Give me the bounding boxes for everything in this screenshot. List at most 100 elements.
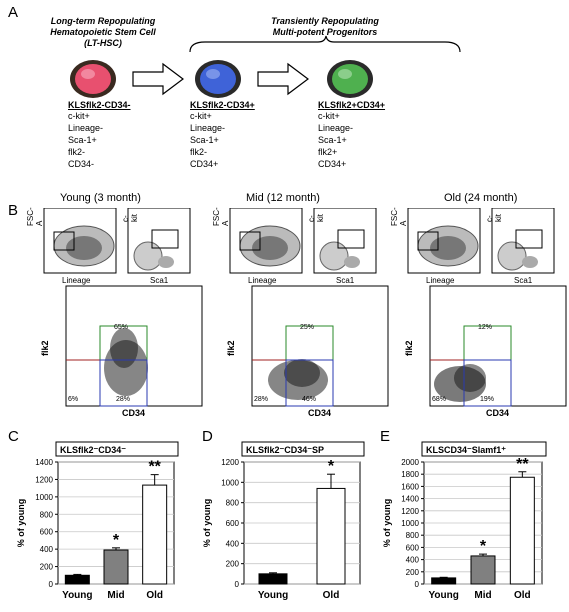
category-label: Young <box>62 590 92 601</box>
sca1-axis-label: Sca1 <box>150 276 169 285</box>
flow-plots-old <box>407 208 567 407</box>
population-name: KLSflk2+CD34+ <box>318 100 386 110</box>
category-label: Young <box>428 590 458 601</box>
category-label: Mid <box>107 590 124 601</box>
marker: flk2+ <box>318 147 338 157</box>
bar-young <box>64 574 90 585</box>
panel-e-letter: E <box>380 428 391 445</box>
panel-c-letter: C <box>8 428 19 445</box>
lt-hsc-title-line-3: (LT-HSC) <box>84 38 122 48</box>
chart-title: KLSflk2⁻CD34⁻ <box>60 445 126 455</box>
y-axis-label: % of young <box>16 499 26 548</box>
y-tick-label: 200 <box>406 568 420 577</box>
bar-chart-d: KLSflk2⁻CD34⁻SP 0 200 400 600 800 1000 1200 % of… <box>202 441 365 601</box>
y-tick-label: 0 <box>415 580 420 589</box>
category-label: Young <box>258 590 288 601</box>
category-label: Old <box>323 590 340 601</box>
lt-hsc-title: Long-term Repopulating Hematopoietic Ste… <box>28 16 178 49</box>
dish-mpp2 <box>327 60 373 98</box>
y-tick-label: 600 <box>226 519 240 528</box>
pct-double-neg: 6% <box>68 396 79 403</box>
marker: c-kit+ <box>190 111 212 121</box>
bar-young <box>431 577 457 585</box>
y-tick-label: 1000 <box>401 519 419 528</box>
lineage-axis-label: Lineage <box>426 276 455 285</box>
ckit-axis-label: c-kit <box>121 214 139 222</box>
chart-title: KLSflk2⁻CD34⁻SP <box>246 445 324 455</box>
bar-chart-e: KLSCD34⁻Slamf1⁺ 0 200 400 600 800 1000 1200 1400… <box>382 441 547 601</box>
y-tick-label: 800 <box>406 531 420 540</box>
panel-a-graphics <box>70 35 461 98</box>
y-tick-label: 0 <box>49 580 54 589</box>
y-tick-label: 1800 <box>401 470 419 479</box>
lt-hsc-title-line-2: Hematopoietic Stem Cell <box>50 27 156 37</box>
dish-mpp1 <box>195 60 241 98</box>
fsc-axis-label: FSC-A <box>212 207 230 226</box>
y-tick-label: 800 <box>40 510 54 519</box>
bar-mid <box>470 555 496 585</box>
pct-double-neg: 68% <box>432 396 447 403</box>
mpp-brace <box>189 35 461 53</box>
bar-young <box>258 573 288 585</box>
y-tick-label: 1400 <box>35 458 53 467</box>
marker: CD34+ <box>190 159 219 169</box>
pct-cd34-pos: 28% <box>116 396 131 403</box>
cd34-axis-label: CD34 <box>308 408 332 418</box>
significance-star: ** <box>516 456 529 473</box>
y-tick-label: 1000 <box>221 478 239 487</box>
y-tick-label: 600 <box>40 528 54 537</box>
ckit-axis-label: c-kit <box>485 214 503 222</box>
chart-title-box <box>421 441 547 457</box>
lineage-axis-label: Lineage <box>62 276 91 285</box>
category-label: Old <box>146 590 163 601</box>
flk2-axis-label: flk2 <box>226 340 236 356</box>
lt-hsc-title-line-1: Long-term Repopulating <box>50 16 156 26</box>
significance-star: * <box>328 458 335 475</box>
chart-title-box <box>241 441 365 457</box>
y-tick-label: 600 <box>406 543 420 552</box>
marker: CD34- <box>68 159 95 169</box>
mpp-title-line-2: Multi-potent Progenitors <box>272 27 378 37</box>
marker: Lineage- <box>190 123 226 133</box>
flow-plots-mid <box>229 208 389 407</box>
marker: Lineage- <box>68 123 104 133</box>
bar-chart-c: KLSflk2⁻CD34⁻ 0 200 400 600 800 1000 1200 1400 % … <box>16 441 179 601</box>
bar-old <box>509 476 535 585</box>
bar-old <box>316 487 346 585</box>
population-3: KLSflk2+CD34+ c-kit+ Lineage- Sca-1+ flk… <box>318 100 385 170</box>
sca1-axis-label: Sca1 <box>514 276 533 285</box>
y-axis-label: % of young <box>202 499 212 548</box>
arrow-1 <box>132 62 184 96</box>
marker: CD34+ <box>318 159 347 169</box>
bar-old <box>142 484 168 585</box>
significance-star: ** <box>148 459 161 476</box>
fsc-axis-label: FSC-A <box>390 207 408 226</box>
panel-a-letter: A <box>8 4 19 21</box>
cd34-pos-gate <box>99 359 148 407</box>
lineage-axis-label: Lineage <box>248 276 277 285</box>
group-title-young: Young (3 month) <box>60 192 141 204</box>
population-1: KLSflk2-CD34- c-kit+ Lineage- Sca-1+ flk… <box>68 100 131 170</box>
y-tick-label: 1200 <box>401 507 419 516</box>
y-tick-label: 1600 <box>401 482 419 491</box>
population-name: KLSflk2-CD34+ <box>190 100 255 110</box>
cd34-axis-label: CD34 <box>486 408 510 418</box>
y-tick-label: 400 <box>40 545 54 554</box>
y-tick-label: 200 <box>226 560 240 569</box>
y-tick-label: 1000 <box>35 493 53 502</box>
y-tick-label: 200 <box>40 563 54 572</box>
mpp-title-line-1: Transiently Repopulating <box>271 16 379 26</box>
marker: flk2- <box>190 147 208 157</box>
chart-title-box <box>55 441 179 457</box>
flk2-axis-label: flk2 <box>404 340 414 356</box>
marker: Sca-1+ <box>318 135 347 145</box>
sca1-axis-label: Sca1 <box>336 276 355 285</box>
marker: Sca-1+ <box>68 135 97 145</box>
category-label: Old <box>514 590 531 601</box>
y-tick-label: 800 <box>226 499 240 508</box>
pct-cd34-pos: 19% <box>480 396 495 403</box>
marker: flk2- <box>68 147 86 157</box>
panel-d-letter: D <box>202 428 213 445</box>
mpp-title: Transiently Repopulating Multi-potent Pr… <box>190 16 460 38</box>
fsc-axis-label: FSC-A <box>26 207 44 226</box>
